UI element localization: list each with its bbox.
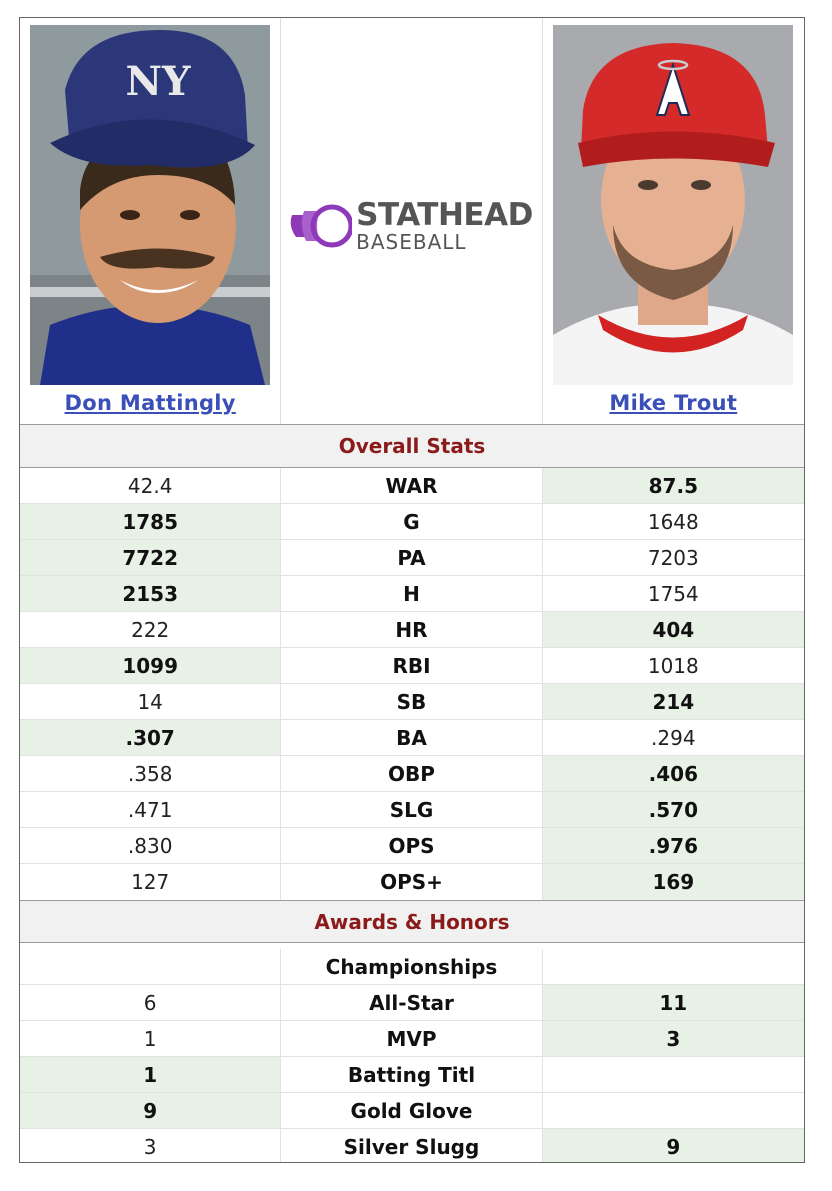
comparison-card: NY Don Mattingly STATHEAD BASEBALL <box>19 17 805 1163</box>
stat-stat-label: OPS <box>281 828 543 863</box>
award-row: Championships <box>20 949 804 985</box>
award-left-value: 9 <box>20 1093 282 1128</box>
stat-row: .830 OPS .976 <box>20 828 804 864</box>
stat-stat-label: OBP <box>281 756 543 791</box>
award-stat-label: Gold Glove <box>281 1093 543 1128</box>
award-row: 6 All-Star 11 <box>20 985 804 1021</box>
stat-row: 14 SB 214 <box>20 684 804 720</box>
stat-row: .358 OBP .406 <box>20 756 804 792</box>
stat-stat-label: BA <box>281 720 543 755</box>
stathead-logo[interactable]: STATHEAD BASEBALL <box>290 200 533 252</box>
award-right-value <box>543 1057 804 1092</box>
stat-right-value: 404 <box>542 612 804 647</box>
award-stat-label: Championships <box>281 949 543 984</box>
stat-stat-label: HR <box>281 612 543 647</box>
stat-stat-label: RBI <box>281 648 543 683</box>
stat-stat-label: OPS+ <box>281 864 543 900</box>
award-row: 9 Gold Glove <box>20 1093 804 1129</box>
stat-stat-label: G <box>281 504 543 539</box>
stat-left-value: 1099 <box>20 648 282 683</box>
stat-row: 1785 G 1648 <box>20 504 804 540</box>
svg-text:NY: NY <box>126 58 192 105</box>
stat-row: .307 BA .294 <box>20 720 804 756</box>
award-row: 1 MVP 3 <box>20 1021 804 1057</box>
award-right-value: 9 <box>542 1129 804 1162</box>
mattingly-portrait-icon: NY <box>30 25 271 385</box>
logo-line2: BASEBALL <box>356 230 467 254</box>
right-player-photo[interactable] <box>553 25 794 385</box>
stat-right-value: .976 <box>542 828 804 863</box>
stat-right-value: 169 <box>542 864 804 900</box>
award-left-value: 6 <box>20 985 282 1020</box>
players-header: NY Don Mattingly STATHEAD BASEBALL <box>20 18 804 425</box>
stat-left-value: 2153 <box>20 576 282 611</box>
stat-row: 127 OPS+ 169 <box>20 864 804 900</box>
stat-row: 222 HR 404 <box>20 612 804 648</box>
stat-left-value: .358 <box>20 756 282 791</box>
award-left-value <box>20 949 282 984</box>
right-player-cell: Mike Trout <box>543 18 804 424</box>
stat-left-value: .830 <box>20 828 282 863</box>
stat-stat-label: SB <box>281 684 543 719</box>
awards-heading: Awards & Honors <box>20 900 804 943</box>
stathead-baseball-icon <box>290 204 353 248</box>
stat-left-value: .307 <box>20 720 282 755</box>
stat-left-value: 222 <box>20 612 282 647</box>
stat-row: 7722 PA 7203 <box>20 540 804 576</box>
stat-left-value: 7722 <box>20 540 282 575</box>
award-stat-label: All-Star <box>281 985 543 1020</box>
stat-stat-label: SLG <box>281 792 543 827</box>
award-right-value <box>543 1093 804 1128</box>
stat-right-value: 1018 <box>647 653 699 678</box>
stat-right-value: 1648 <box>647 509 699 534</box>
award-row: 1 Batting Titl <box>20 1057 804 1093</box>
award-left-value: 1 <box>20 1021 282 1056</box>
trout-portrait-icon <box>553 25 794 385</box>
overall-stats-heading: Overall Stats <box>20 425 804 468</box>
awards-table: Championships 6 All-Star 11 1 MVP 3 1 Batting Ti… <box>20 949 804 1162</box>
stat-right-value: 1754 <box>647 581 699 606</box>
overall-stats-table: 42.4 WAR 87.5 1785 G 1648 7722 PA 7203 2153 H 1754 2… <box>20 468 804 900</box>
stat-stat-label: H <box>281 576 543 611</box>
left-player-photo[interactable]: NY <box>30 25 271 385</box>
stat-row: .471 SLG .570 <box>20 792 804 828</box>
stat-left-value: 14 <box>20 684 282 719</box>
stat-right-value: 214 <box>542 684 804 719</box>
award-stat-label: MVP <box>281 1021 543 1056</box>
stat-right-value: .294 <box>651 725 696 750</box>
stat-left-value: 127 <box>20 864 282 900</box>
stat-stat-label: WAR <box>281 468 543 503</box>
logo-cell: STATHEAD BASEBALL <box>281 18 543 424</box>
stat-left-value: .471 <box>20 792 282 827</box>
stat-right-value: 7203 <box>647 545 699 570</box>
stat-left-value: 1785 <box>20 504 282 539</box>
award-row: 3 Silver Slugg 9 <box>20 1129 804 1162</box>
stat-right-value: .406 <box>542 756 804 791</box>
logo-line1: STATHEAD <box>356 197 533 233</box>
stat-right-value: .570 <box>542 792 804 827</box>
award-left-value: 3 <box>20 1129 282 1162</box>
stat-stat-label: PA <box>281 540 543 575</box>
award-left-value: 1 <box>20 1057 282 1092</box>
stat-row: 2153 H 1754 <box>20 576 804 612</box>
right-player-link[interactable]: Mike Trout <box>609 391 738 415</box>
award-right-value <box>543 949 804 984</box>
stat-row: 1099 RBI 1018 <box>20 648 804 684</box>
award-right-value: 3 <box>542 1021 804 1056</box>
award-right-value: 11 <box>542 985 804 1020</box>
award-stat-label: Silver Slugg <box>281 1129 543 1162</box>
stat-right-value: 87.5 <box>542 468 804 503</box>
stat-row: 42.4 WAR 87.5 <box>20 468 804 504</box>
left-player-link[interactable]: Don Mattingly <box>64 391 236 415</box>
award-stat-label: Batting Titl <box>281 1057 543 1092</box>
stat-left-value: 42.4 <box>20 468 282 503</box>
left-player-cell: NY Don Mattingly <box>20 18 282 424</box>
